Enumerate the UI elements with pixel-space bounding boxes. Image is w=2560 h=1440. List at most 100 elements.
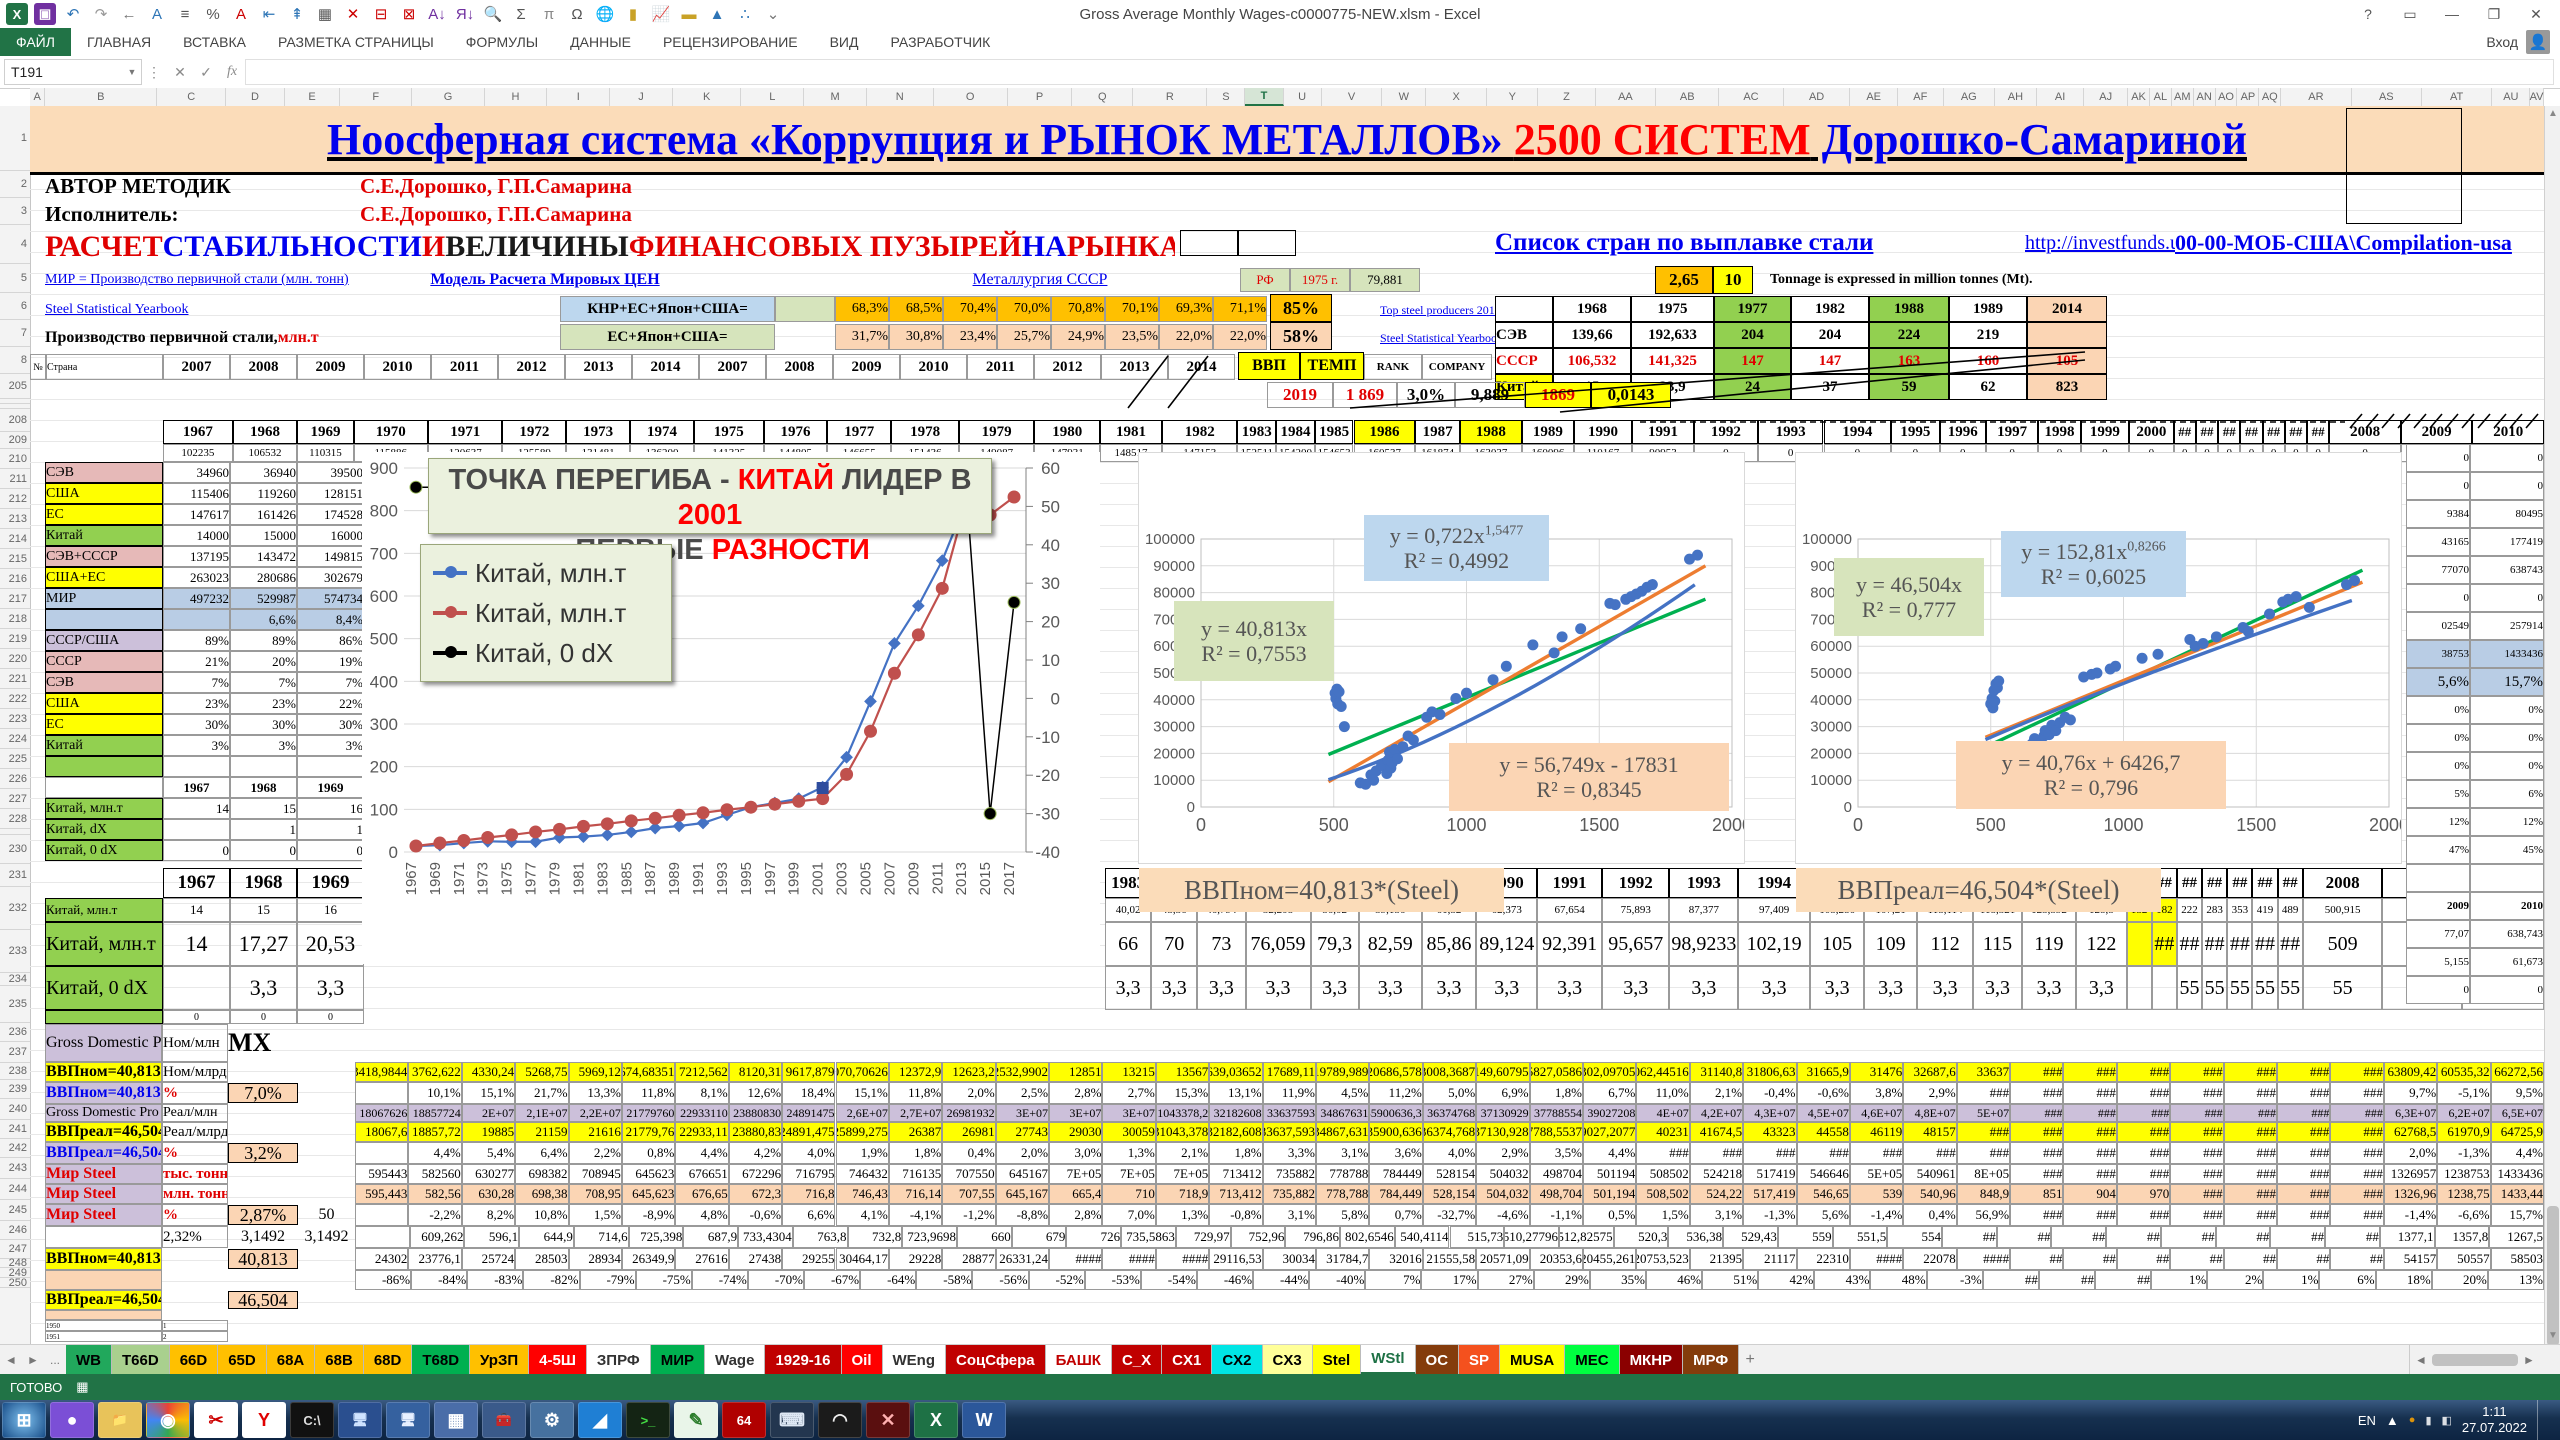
sheet-tab-SP[interactable]: SP	[1459, 1345, 1501, 1375]
sort-za-icon[interactable]: Я↓	[455, 5, 475, 23]
sheet-tab-68B[interactable]: 68B	[315, 1345, 364, 1375]
row-header-225[interactable]: 225	[0, 749, 30, 769]
column-header-AI[interactable]: AI	[2037, 88, 2085, 106]
hscroll-thumb[interactable]	[2432, 1354, 2518, 1366]
row-header-6[interactable]: 6	[0, 293, 30, 320]
row-header-207[interactable]	[0, 404, 30, 409]
column-header-AB[interactable]: AB	[1656, 88, 1720, 106]
row-header-222[interactable]: 222	[0, 689, 30, 709]
column-header-T[interactable]: T	[1245, 88, 1284, 106]
sheet-tab-WB[interactable]: WB	[66, 1345, 112, 1375]
row-header-209[interactable]: 209	[0, 432, 30, 449]
column-header-E[interactable]: E	[285, 88, 341, 106]
row-header-230[interactable]: 230	[0, 835, 30, 864]
column-header-R[interactable]: R	[1133, 88, 1208, 106]
row-header-243[interactable]: 243	[0, 1158, 30, 1179]
excel-icon[interactable]: X	[914, 1402, 958, 1438]
ribbon-tab-РЕЦЕНЗИРОВАНИЕ[interactable]: РЕЦЕНЗИРОВАНИЕ	[662, 34, 798, 50]
scroll-down-icon[interactable]: ▼	[2548, 1330, 2558, 1341]
column-header-Y[interactable]: Y	[1487, 88, 1539, 106]
row-header-234[interactable]: 234	[0, 973, 30, 986]
column-header-X[interactable]: X	[1426, 88, 1488, 106]
column-header-AL[interactable]: AL	[2150, 88, 2172, 106]
row-header-247[interactable]: 247	[0, 1240, 30, 1259]
row-header-205[interactable]: 205	[0, 374, 30, 399]
row-header-212[interactable]: 212	[0, 489, 30, 509]
sheet-tab-65D[interactable]: 65D	[218, 1345, 267, 1375]
cell-up-icon[interactable]: ⇞	[290, 6, 304, 23]
hidden-icons-icon[interactable]: ▲	[2385, 1412, 2399, 1428]
ribbon-tab-ФАЙЛ[interactable]: ФАЙЛ	[0, 28, 71, 56]
app64-icon[interactable]: 64	[722, 1402, 766, 1438]
minimize-icon[interactable]: —	[2445, 6, 2459, 22]
macro-record-icon[interactable]: ▦	[76, 1379, 89, 1394]
explorer-icon[interactable]: 📁	[98, 1402, 142, 1438]
row-header-3[interactable]: 3	[0, 198, 30, 225]
row-header-210[interactable]: 210	[0, 449, 30, 469]
row-header-229[interactable]	[0, 829, 30, 835]
sheet-tab-МИР[interactable]: МИР	[650, 1345, 705, 1375]
row-header-242[interactable]: 242	[0, 1139, 30, 1158]
sheet-tab-T66D[interactable]: T66D	[112, 1345, 170, 1375]
ribbon-tab-ВСТАВКА[interactable]: ВСТАВКА	[183, 34, 246, 50]
ribbon-tab-ВИД[interactable]: ВИД	[829, 34, 859, 50]
column-header-AA[interactable]: AA	[1596, 88, 1657, 106]
hscroll-right-icon[interactable]: ►	[2523, 1353, 2535, 1367]
row-header-220[interactable]: 220	[0, 649, 30, 669]
sheet-tab-МКНР[interactable]: МКНР	[1619, 1345, 1684, 1375]
row-header-1[interactable]: 1	[0, 106, 30, 171]
table-icon[interactable]: ▦	[317, 6, 333, 23]
enter-icon[interactable]: ✓	[200, 63, 212, 80]
chrome-icon[interactable]: ◉	[146, 1402, 190, 1438]
ribbon-tab-ГЛАВНАЯ[interactable]: ГЛАВНАЯ	[86, 34, 152, 50]
column-header-AO[interactable]: AO	[2216, 88, 2238, 106]
row-header-216[interactable]: 216	[0, 569, 30, 589]
row-header-214[interactable]: 214	[0, 529, 30, 549]
column-header-AE[interactable]: AE	[1850, 88, 1898, 106]
show-desktop-button[interactable]	[2537, 1400, 2546, 1440]
scroll-up-icon[interactable]: ▲	[2548, 108, 2558, 119]
column-header-AT[interactable]: AT	[2422, 88, 2493, 106]
autosum-icon[interactable]: Σ	[516, 5, 526, 23]
sheet-tab-CX3[interactable]: CX3	[1262, 1345, 1313, 1375]
sheet-tab-1929-16[interactable]: 1929-16	[765, 1345, 842, 1375]
row-header-232[interactable]: 232	[0, 887, 30, 930]
row-header-233[interactable]: 233	[0, 930, 30, 973]
column-header-B[interactable]: B	[45, 88, 158, 106]
row-header-2[interactable]: 2	[0, 171, 30, 198]
column-header-AM[interactable]: AM	[2172, 88, 2194, 106]
column-header-C[interactable]: C	[157, 88, 226, 106]
column-header-W[interactable]: W	[1382, 88, 1427, 106]
sheet-tab-68A[interactable]: 68A	[266, 1345, 316, 1375]
control-panel-icon[interactable]: ⚙	[530, 1402, 574, 1438]
row-header-245[interactable]: 245	[0, 1200, 30, 1221]
font-paint-icon[interactable]: A	[235, 5, 246, 23]
row-header-226[interactable]: 226	[0, 769, 30, 789]
row-header-236[interactable]: 236	[0, 1023, 30, 1042]
remote-desktop-icon[interactable]: 🖥	[338, 1402, 382, 1438]
row-header-8[interactable]: 8	[0, 347, 30, 374]
column-header-A[interactable]: A	[30, 88, 46, 106]
name-box[interactable]: T191	[4, 59, 142, 85]
chart-scatter-icon[interactable]: ∴	[740, 6, 750, 23]
row-header-249[interactable]: 249	[0, 1267, 30, 1279]
row-header-206[interactable]	[0, 399, 30, 404]
delete-row-icon[interactable]: ⊠	[402, 6, 416, 23]
row-header-240[interactable]: 240	[0, 1099, 30, 1120]
calculator-icon[interactable]: ▦	[434, 1402, 478, 1438]
row-header-244[interactable]: 244	[0, 1179, 30, 1200]
percent-icon[interactable]: %	[206, 5, 220, 23]
sheet-tab-Wage[interactable]: Wage	[704, 1345, 766, 1375]
ribbon-tab-ФОРМУЛЫ[interactable]: ФОРМУЛЫ	[465, 34, 539, 50]
ninja-icon[interactable]: ◠	[818, 1402, 862, 1438]
sign-in-label[interactable]: Вход	[2486, 34, 2518, 50]
column-header-F[interactable]: F	[340, 88, 413, 106]
column-header-AK[interactable]: AK	[2128, 88, 2150, 106]
row-header-241[interactable]: 241	[0, 1120, 30, 1139]
row-header-211[interactable]: 211	[0, 469, 30, 489]
row-header-248[interactable]: 248	[0, 1257, 30, 1269]
omega-icon[interactable]: Ω	[571, 5, 583, 23]
column-header-AS[interactable]: AS	[2352, 88, 2422, 106]
ribbon-tab-РАЗМЕТКА СТРАНИЦЫ[interactable]: РАЗМЕТКА СТРАНИЦЫ	[277, 34, 434, 50]
row-header-223[interactable]: 223	[0, 709, 30, 729]
